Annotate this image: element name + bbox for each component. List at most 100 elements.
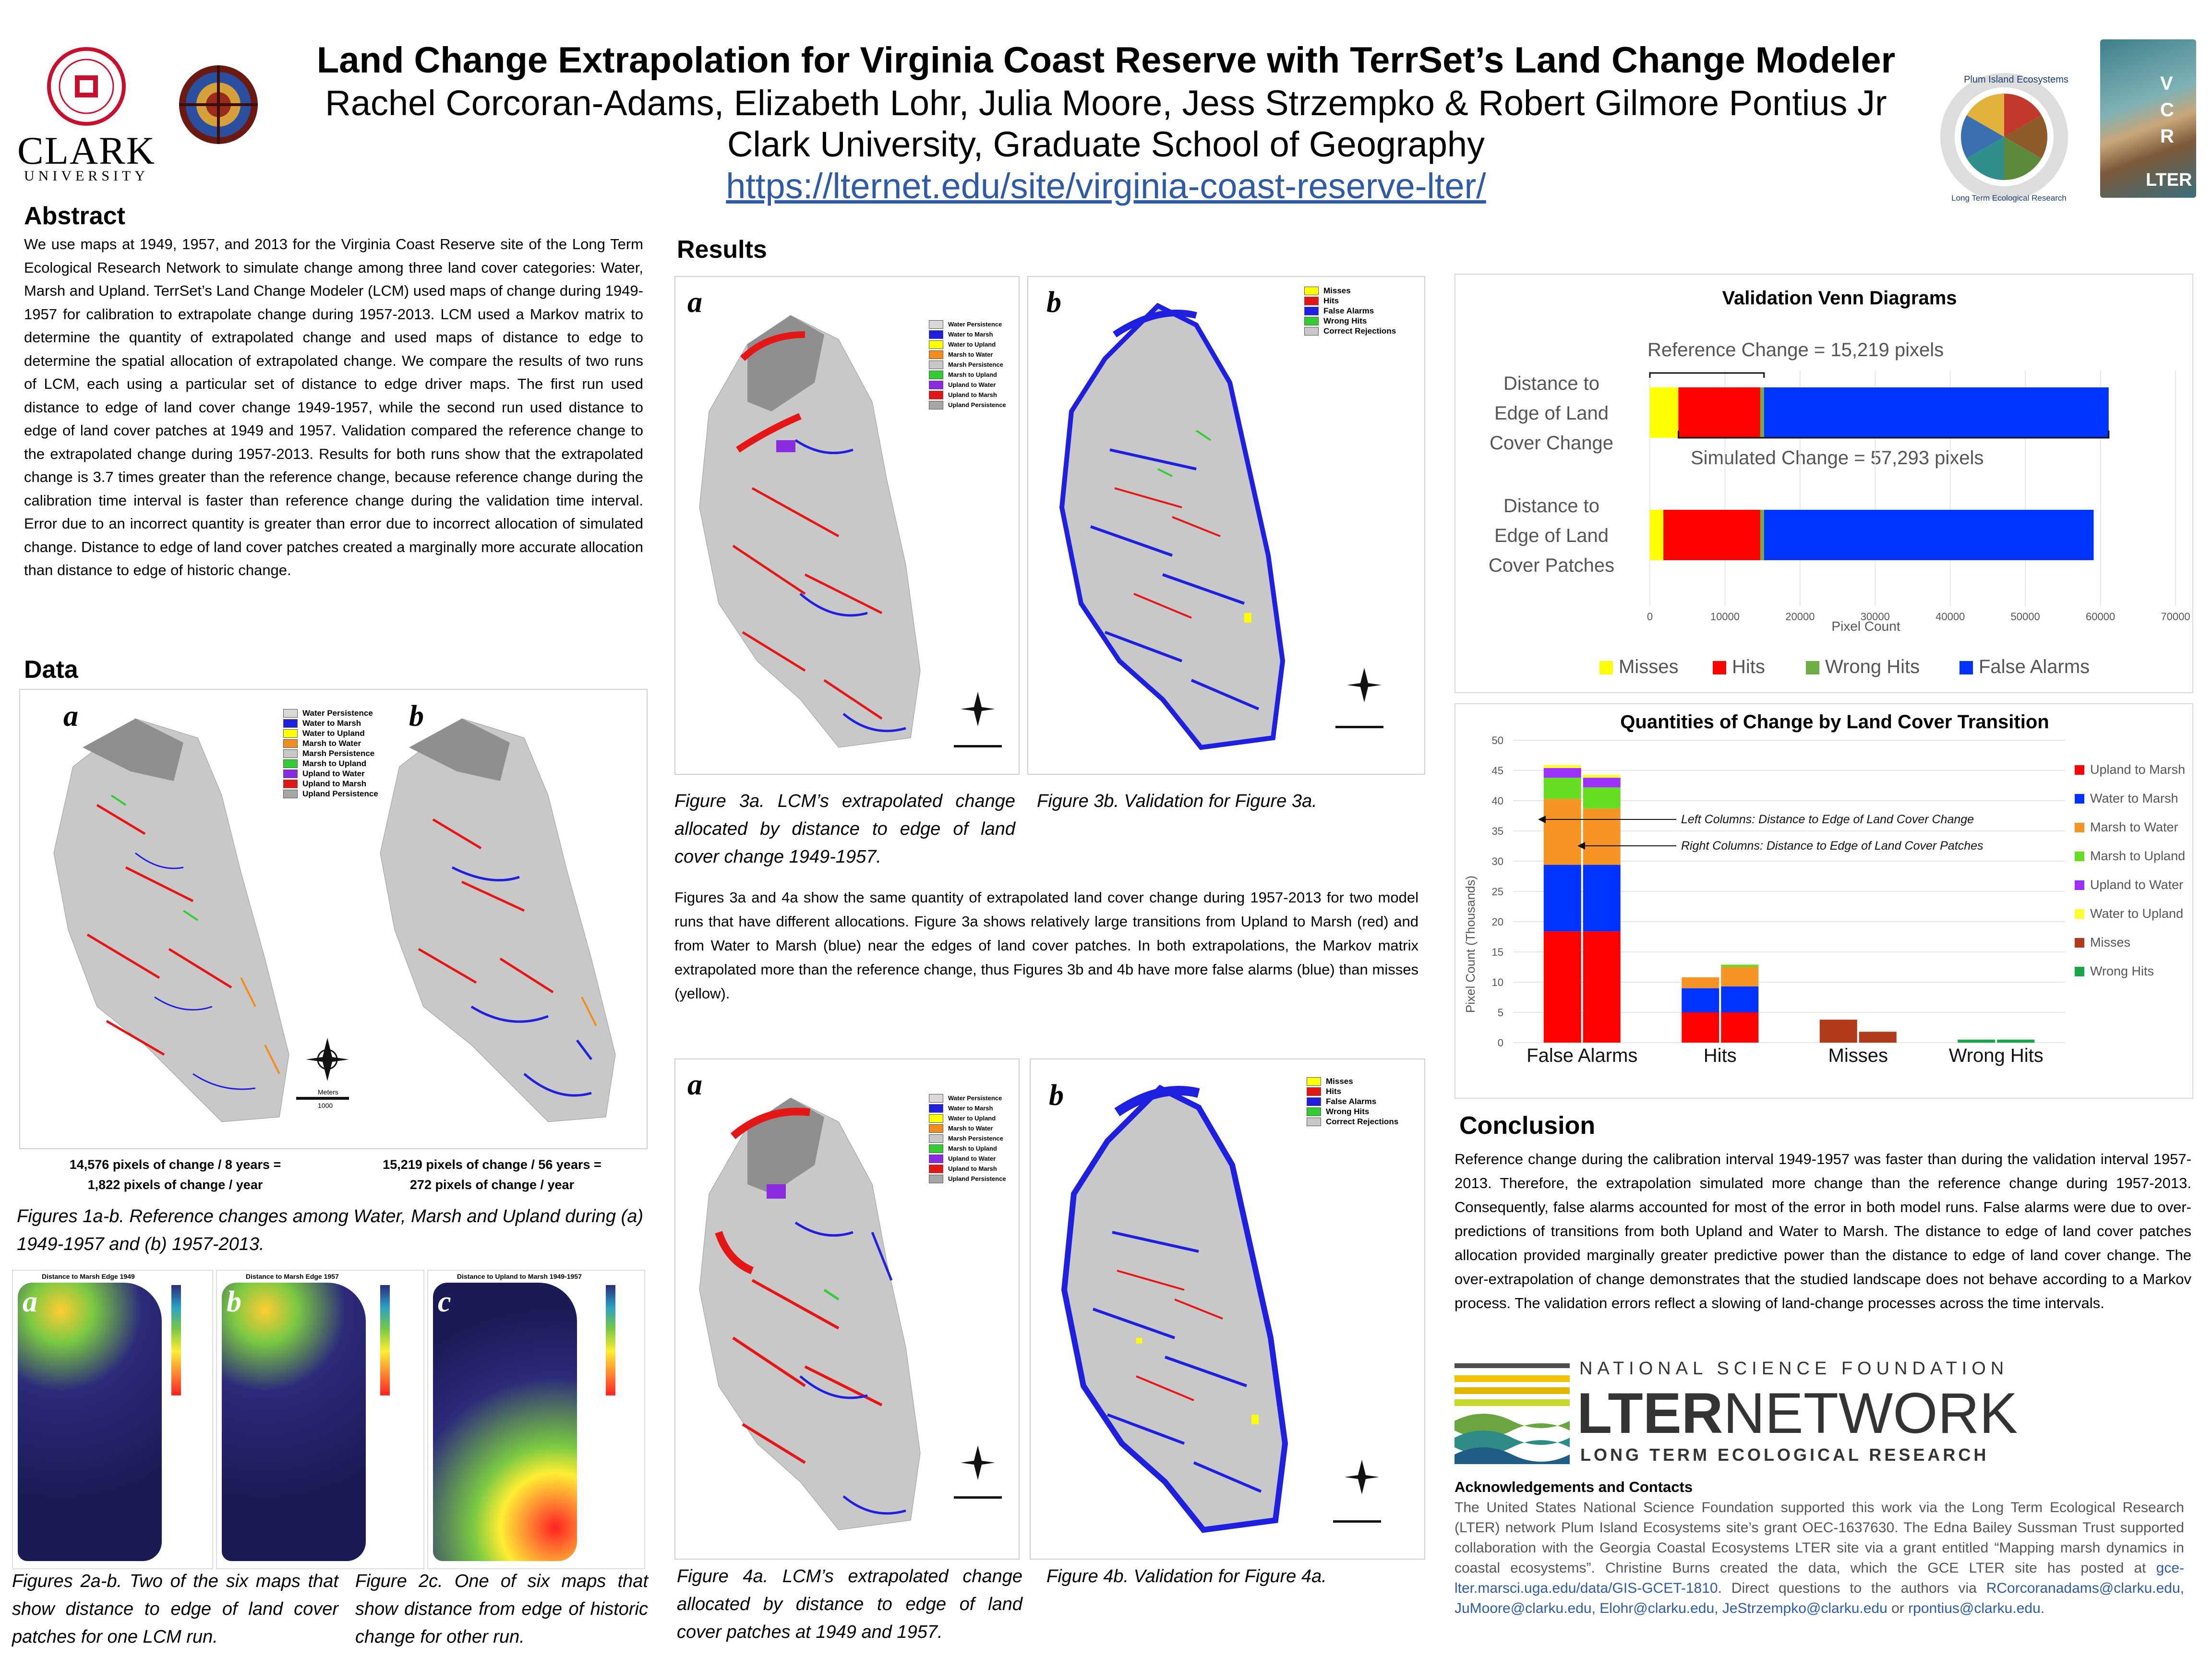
fig4a-panel: a Water Persistence Water to Marsh Water… <box>674 1058 1020 1560</box>
transition-bar-segment <box>1682 977 1719 988</box>
fig4a-scale-bar <box>954 1496 1002 1499</box>
venn-row-label-line: Cover Change <box>1490 433 1613 454</box>
transition-legend: Upland to Marsh Water to Marsh Marsh to Wa… <box>2075 762 2185 978</box>
fig2b-map: Distance to Marsh Edge 1957 b <box>216 1270 424 1569</box>
nsf-logo-bottom: LONG TERM ECOLOGICAL RESEARCH <box>1580 1445 1989 1465</box>
transition-annot-right-arrowhead <box>1577 842 1585 850</box>
legend-item: Marsh to Upland <box>929 1143 1006 1154</box>
legend-item: Upland to Marsh <box>929 390 1006 400</box>
legend-item: Marsh to Upland <box>929 370 1006 380</box>
fig1-letter-a: a <box>63 700 78 733</box>
legend-item: Upland Persistence <box>283 789 378 799</box>
plum-island-title: Plum Island Ecosystems <box>1964 74 2068 85</box>
fig2c-raster <box>433 1283 577 1561</box>
legend-item: Marsh Persistence <box>283 748 378 758</box>
transition-legend-label: Misses <box>2090 935 2130 950</box>
transition-y-tick: 25 <box>1492 886 1503 898</box>
transition-bar-segment <box>1682 1012 1719 1043</box>
email-link[interactable]: JeStrzempko@clarku.edu <box>1722 1600 1887 1616</box>
fig4b-letter: b <box>1049 1079 1064 1112</box>
venn-annot-reference: Reference Change = 15,219 pixels <box>1647 339 1944 361</box>
transition-legend-swatch <box>2075 909 2084 919</box>
ack-text-part1: The United States National Science Found… <box>1455 1500 2184 1576</box>
transition-bar-segment <box>1543 931 1581 1043</box>
abstract-heading: Abstract <box>24 202 125 230</box>
venn-legend-label: False Alarms <box>1979 656 2090 677</box>
fig1-scale-value: 1000 <box>318 1102 333 1109</box>
transition-legend-swatch <box>2075 794 2084 804</box>
legend-item: Marsh to Water <box>283 738 378 748</box>
transition-bar-segment <box>1721 967 1759 986</box>
legend-item: Marsh to Water <box>929 1123 1006 1133</box>
transition-chart: Quantities of Change by Land Cover Trans… <box>1463 711 2185 1066</box>
clark-logo: CLARK UNIVERSITY <box>14 46 158 185</box>
ack-heading: Acknowledgements and Contacts <box>1455 1479 1693 1495</box>
transition-bar-segment <box>1819 1020 1857 1043</box>
legend-item: False Alarms <box>1304 306 1396 316</box>
venn-x-tick: 20000 <box>1785 611 1815 623</box>
transition-bar-segment <box>1958 1039 1996 1043</box>
fig2b-colorbar <box>380 1285 390 1395</box>
fig2ab-caption: Figures 2a-b. Two of the six maps that s… <box>12 1571 338 1647</box>
ack-data-link[interactable]: gce-lter.marsci.uga.edu/data/GIS-GCET-18… <box>1455 1560 2184 1596</box>
transition-bar-segment <box>1543 865 1581 932</box>
plum-island-icon <box>1940 73 2068 201</box>
legend-item: Water to Upland <box>283 728 378 738</box>
fig2a-colorbar <box>171 1285 181 1395</box>
legend-item: Water Persistence <box>929 1093 1006 1103</box>
clark-logo-text: CLARK <box>17 129 156 172</box>
legend-item: Water to Marsh <box>929 1103 1006 1113</box>
transition-bar-segment <box>1583 774 1621 778</box>
transition-y-tick: 0 <box>1498 1037 1503 1049</box>
fig2a-map: Distance to Marsh Edge 1949 a <box>12 1270 213 1569</box>
legend-item: Marsh to Upland <box>283 758 378 769</box>
venn-x-tick: 0 <box>1647 611 1653 623</box>
venn-chart-box: Validation Venn Diagrams Reference Chang… <box>1455 274 2193 693</box>
venn-x-tick: 10000 <box>1710 611 1740 623</box>
transition-bar-segment <box>1583 787 1621 809</box>
venn-bar-segment <box>1650 387 1679 438</box>
email-link[interactable]: Elohr@clarku.edu <box>1599 1600 1715 1616</box>
fig4b-panel: b Misses Hits False Alarms Wrong Hits Co… <box>1030 1058 1425 1560</box>
north-arrow-icon <box>961 692 995 726</box>
email-link[interactable]: RCorcoranadams@clarku.edu <box>1986 1580 2180 1596</box>
poster-url-link[interactable]: https://lternet.edu/site/virginia-coast-… <box>726 166 1486 206</box>
venn-legend-swatch <box>1599 661 1613 674</box>
legend-item: Upland Persistence <box>929 1174 1006 1184</box>
venn-simulated-bracket <box>1677 431 2110 439</box>
vcr-letter-r: R <box>2160 126 2174 147</box>
fig4a-letter: a <box>687 1069 702 1101</box>
venn-bar-segment <box>1650 510 1664 560</box>
legend-item: Water to Upland <box>929 1113 1006 1123</box>
venn-bar-segment <box>1764 387 2109 438</box>
transition-legend-swatch <box>2075 880 2084 890</box>
fig1-scale-bar <box>296 1097 349 1100</box>
fig2c-caption: Figure 2c. One of six maps that show dis… <box>355 1571 648 1647</box>
venn-row-label-line: Distance to <box>1503 373 1599 394</box>
fig3b-letter: b <box>1046 286 1061 319</box>
fig3a-scale-bar <box>954 745 1002 747</box>
vcr-lter-logo: V C R LTER <box>2100 39 2196 198</box>
transition-y-tick: 40 <box>1492 795 1503 807</box>
transition-bar-segment <box>1721 964 1759 967</box>
venn-x-label: Pixel Count <box>1831 619 1900 634</box>
transition-chart-title: Quantities of Change by Land Cover Trans… <box>1620 711 2049 733</box>
clark-seal-icon <box>47 47 126 126</box>
venn-legend: Misses Hits Wrong Hits False Alarms <box>1599 656 2090 677</box>
legend-item: Hits <box>1307 1086 1398 1096</box>
venn-legend-swatch <box>1713 661 1726 674</box>
legend-item: Upland Persistence <box>929 400 1006 410</box>
fig4b-caption: Figure 4b. Validation for Figure 4a. <box>1046 1566 1327 1587</box>
venn-row-label-line: Edge of Land <box>1494 403 1609 424</box>
transition-annot-right: Right Columns: Distance to Edge of Land … <box>1681 839 1984 853</box>
email-link[interactable]: JuMoore@clarku.edu <box>1455 1600 1592 1616</box>
legend-item: Upland to Marsh <box>929 1164 1006 1174</box>
venn-bars <box>1649 372 2110 560</box>
nsf-logo-main2: NETWORK <box>1723 1381 2018 1445</box>
legend-item: Misses <box>1304 286 1396 296</box>
legend-item: Correct Rejections <box>1304 326 1396 336</box>
email-link[interactable]: rpontius@clarku.edu <box>1908 1600 2041 1616</box>
fig2c-title: Distance to Upland to Marsh 1949-1957 <box>457 1273 582 1280</box>
venn-annot-simulated: Simulated Change = 57,293 pixels <box>1691 447 1984 469</box>
transition-chart-box: Quantities of Change by Land Cover Trans… <box>1455 703 2193 1099</box>
